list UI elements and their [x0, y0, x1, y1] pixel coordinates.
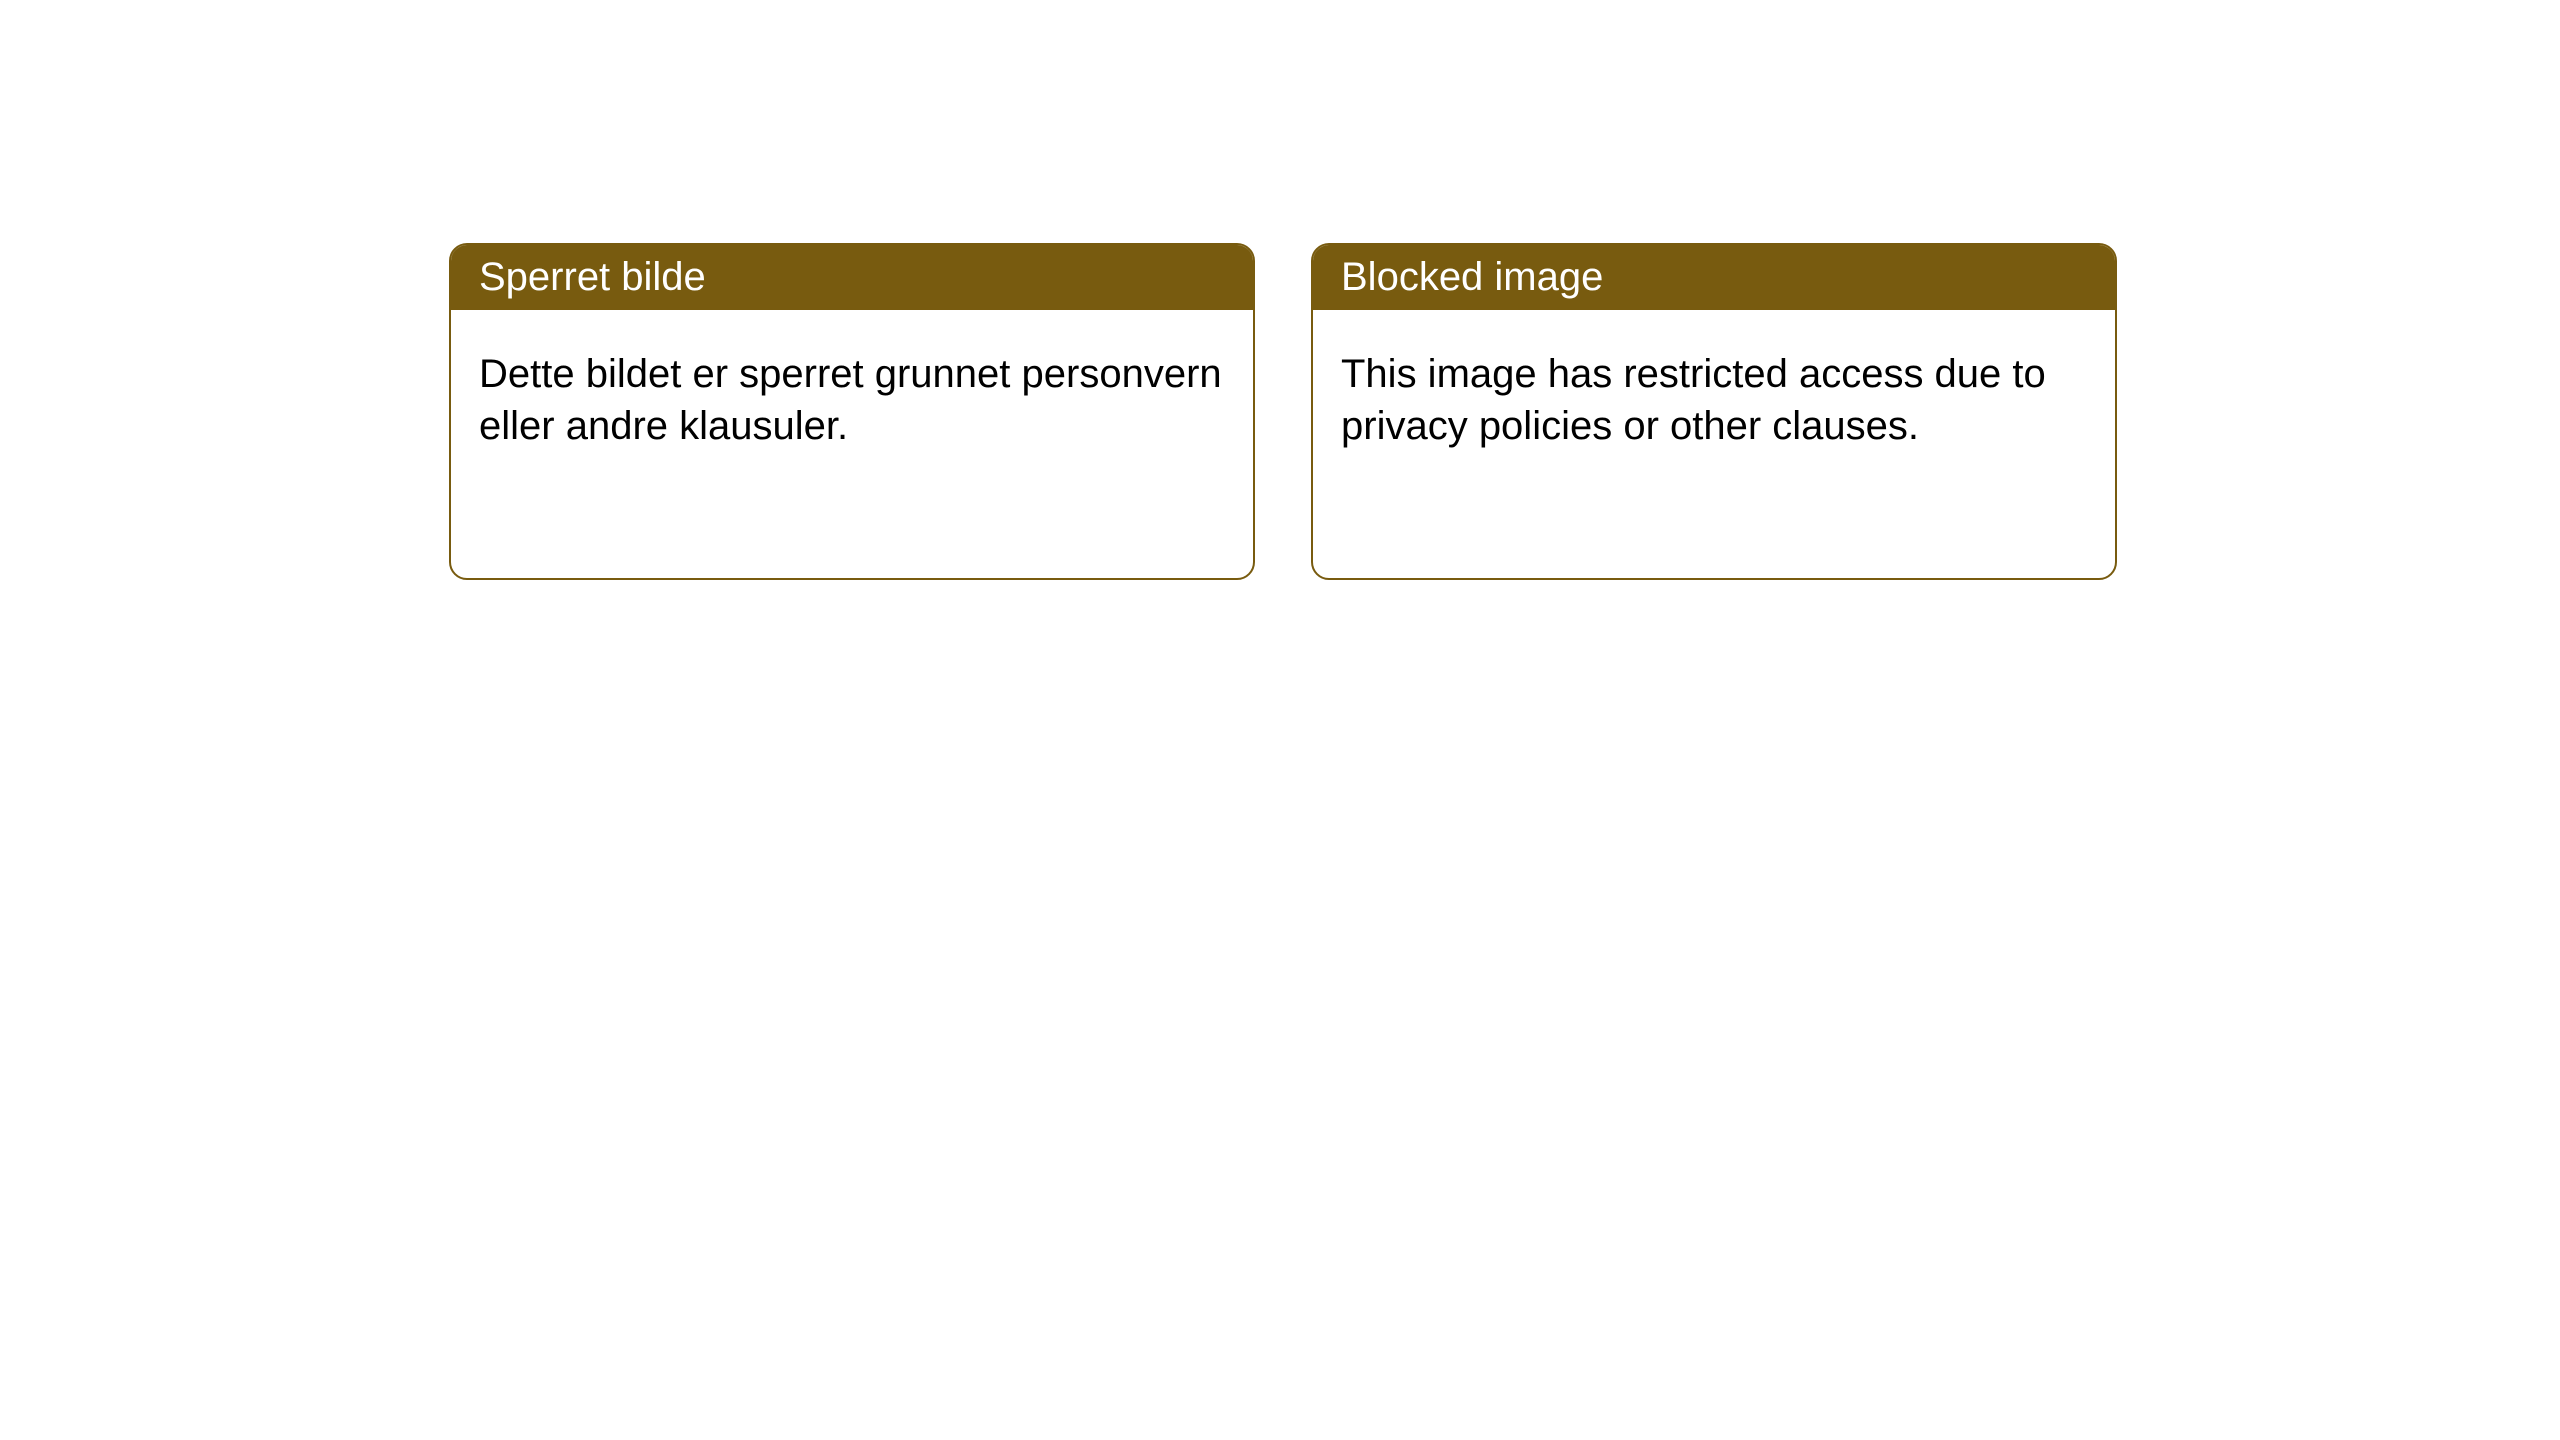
- card-header: Blocked image: [1313, 245, 2115, 310]
- card-body-text: This image has restricted access due to …: [1341, 352, 2046, 448]
- card-header-text: Sperret bilde: [479, 255, 706, 299]
- card-body: This image has restricted access due to …: [1313, 310, 2115, 490]
- card-header-text: Blocked image: [1341, 255, 1603, 299]
- notice-card-no: Sperret bilde Dette bildet er sperret gr…: [449, 243, 1255, 580]
- card-body-text: Dette bildet er sperret grunnet personve…: [479, 352, 1222, 448]
- card-body: Dette bildet er sperret grunnet personve…: [451, 310, 1253, 490]
- card-header: Sperret bilde: [451, 245, 1253, 310]
- notice-cards-container: Sperret bilde Dette bildet er sperret gr…: [0, 0, 2560, 580]
- notice-card-en: Blocked image This image has restricted …: [1311, 243, 2117, 580]
